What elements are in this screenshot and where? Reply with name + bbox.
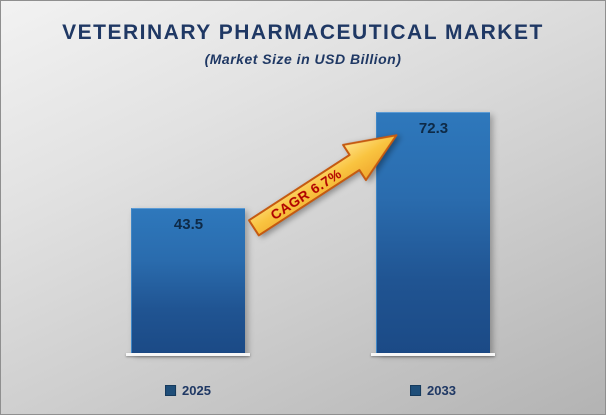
bar-baseline-2033 [371, 353, 495, 356]
chart-title: VETERINARY PHARMACEUTICAL MARKET [62, 21, 544, 44]
bar-2025: 43.5 [131, 207, 245, 353]
cagr-arrow: CAGR 6.7% [239, 112, 414, 250]
bar-column-2025: 43.5 [126, 89, 250, 356]
arrow-icon [247, 134, 398, 237]
legend-marker-2033 [410, 385, 422, 396]
legend-label-2025: 2025 [182, 383, 211, 398]
legend-item-2033: 2033 [410, 383, 456, 398]
bar-value-2025: 43.5 [173, 215, 204, 233]
legend-label-2033: 2033 [427, 383, 456, 398]
bar-column-2033: 72.3 [371, 89, 495, 356]
bar-2033: 72.3 [376, 111, 490, 353]
chart-subtitle: (Market Size in USD Billion) [204, 51, 402, 67]
legend-marker-2025 [165, 385, 177, 396]
bar-baseline-2025 [126, 353, 250, 356]
legend-item-2025: 2025 [165, 383, 211, 398]
bar-value-2033: 72.3 [418, 119, 449, 137]
plot-area: 43.5 72.3 [1, 89, 605, 356]
